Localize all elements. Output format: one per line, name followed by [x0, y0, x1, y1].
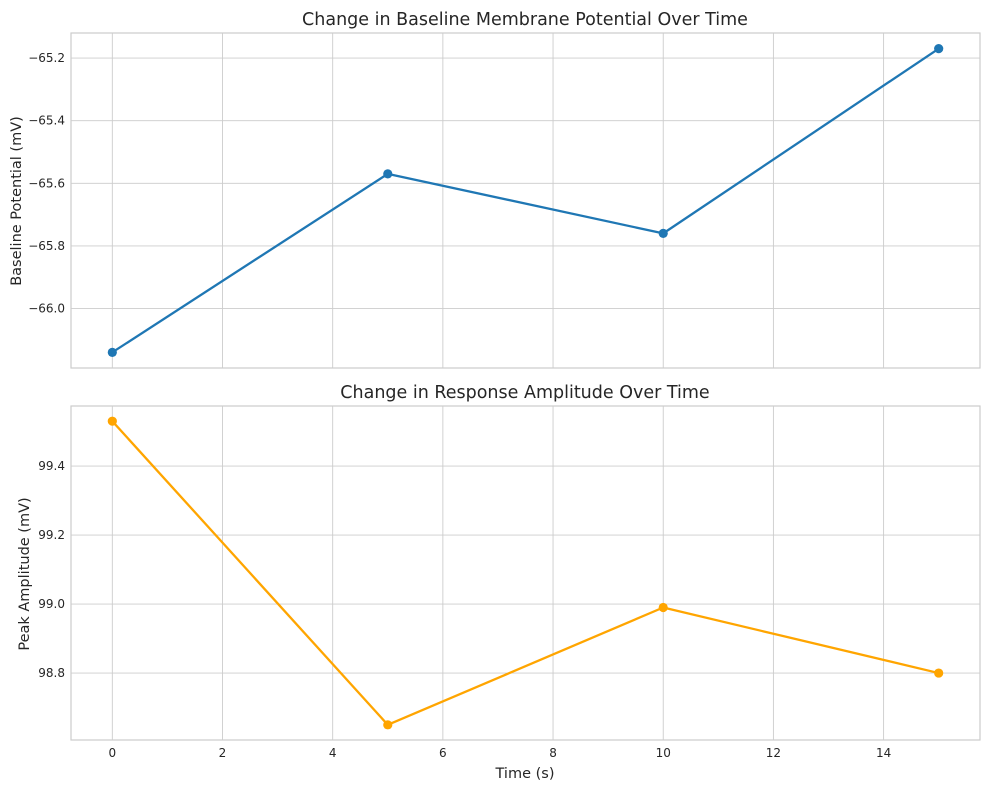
- data-point: [107, 416, 117, 426]
- series-line: [111, 47, 940, 354]
- x-tick-label: 6: [439, 746, 447, 760]
- x-tick-label: 4: [329, 746, 337, 760]
- x-tick-label: 10: [656, 746, 671, 760]
- y-tick-label: 98.8: [38, 666, 65, 680]
- data-point: [658, 228, 668, 238]
- data-point: [658, 602, 668, 613]
- response-amplitude-chart: Change in Response Amplitude Over Time P…: [17, 383, 981, 782]
- data-point: [383, 169, 393, 179]
- plot-frame: [70, 405, 981, 741]
- data-point: [934, 668, 944, 678]
- plot-frame: [70, 32, 981, 369]
- data-point: [107, 347, 117, 357]
- y-tick-label: −65.6: [28, 176, 65, 190]
- x-tick-label: 14: [876, 746, 891, 760]
- data-point: [934, 44, 944, 54]
- x-axis-label: Time (s): [495, 766, 555, 782]
- x-tick-label: 0: [108, 746, 116, 760]
- y-axis-label: Baseline Potential (mV): [9, 116, 25, 286]
- y-tick-label: −65.8: [28, 239, 65, 253]
- y-tick-label: −65.2: [28, 51, 65, 65]
- y-tick-label: 99.0: [38, 597, 65, 611]
- chart-title: Change in Baseline Membrane Potential Ov…: [302, 10, 748, 30]
- x-tick-label: 2: [219, 746, 227, 760]
- y-tick-label: 99.4: [38, 459, 65, 473]
- chart-title: Change in Response Amplitude Over Time: [340, 383, 709, 403]
- baseline-potential-chart: Change in Baseline Membrane Potential Ov…: [9, 10, 981, 369]
- x-tick-label: 12: [766, 746, 781, 760]
- series-line: [111, 420, 939, 726]
- grid-lines: [71, 33, 980, 368]
- y-tick-label: 99.2: [38, 528, 65, 542]
- y-axis-label: Peak Amplitude (mV): [17, 497, 33, 650]
- data-point: [383, 720, 393, 730]
- y-tick-label: −66.0: [28, 302, 65, 316]
- grid-lines: [71, 406, 980, 740]
- x-tick-label: 8: [549, 746, 557, 760]
- y-tick-label: −65.4: [28, 114, 65, 128]
